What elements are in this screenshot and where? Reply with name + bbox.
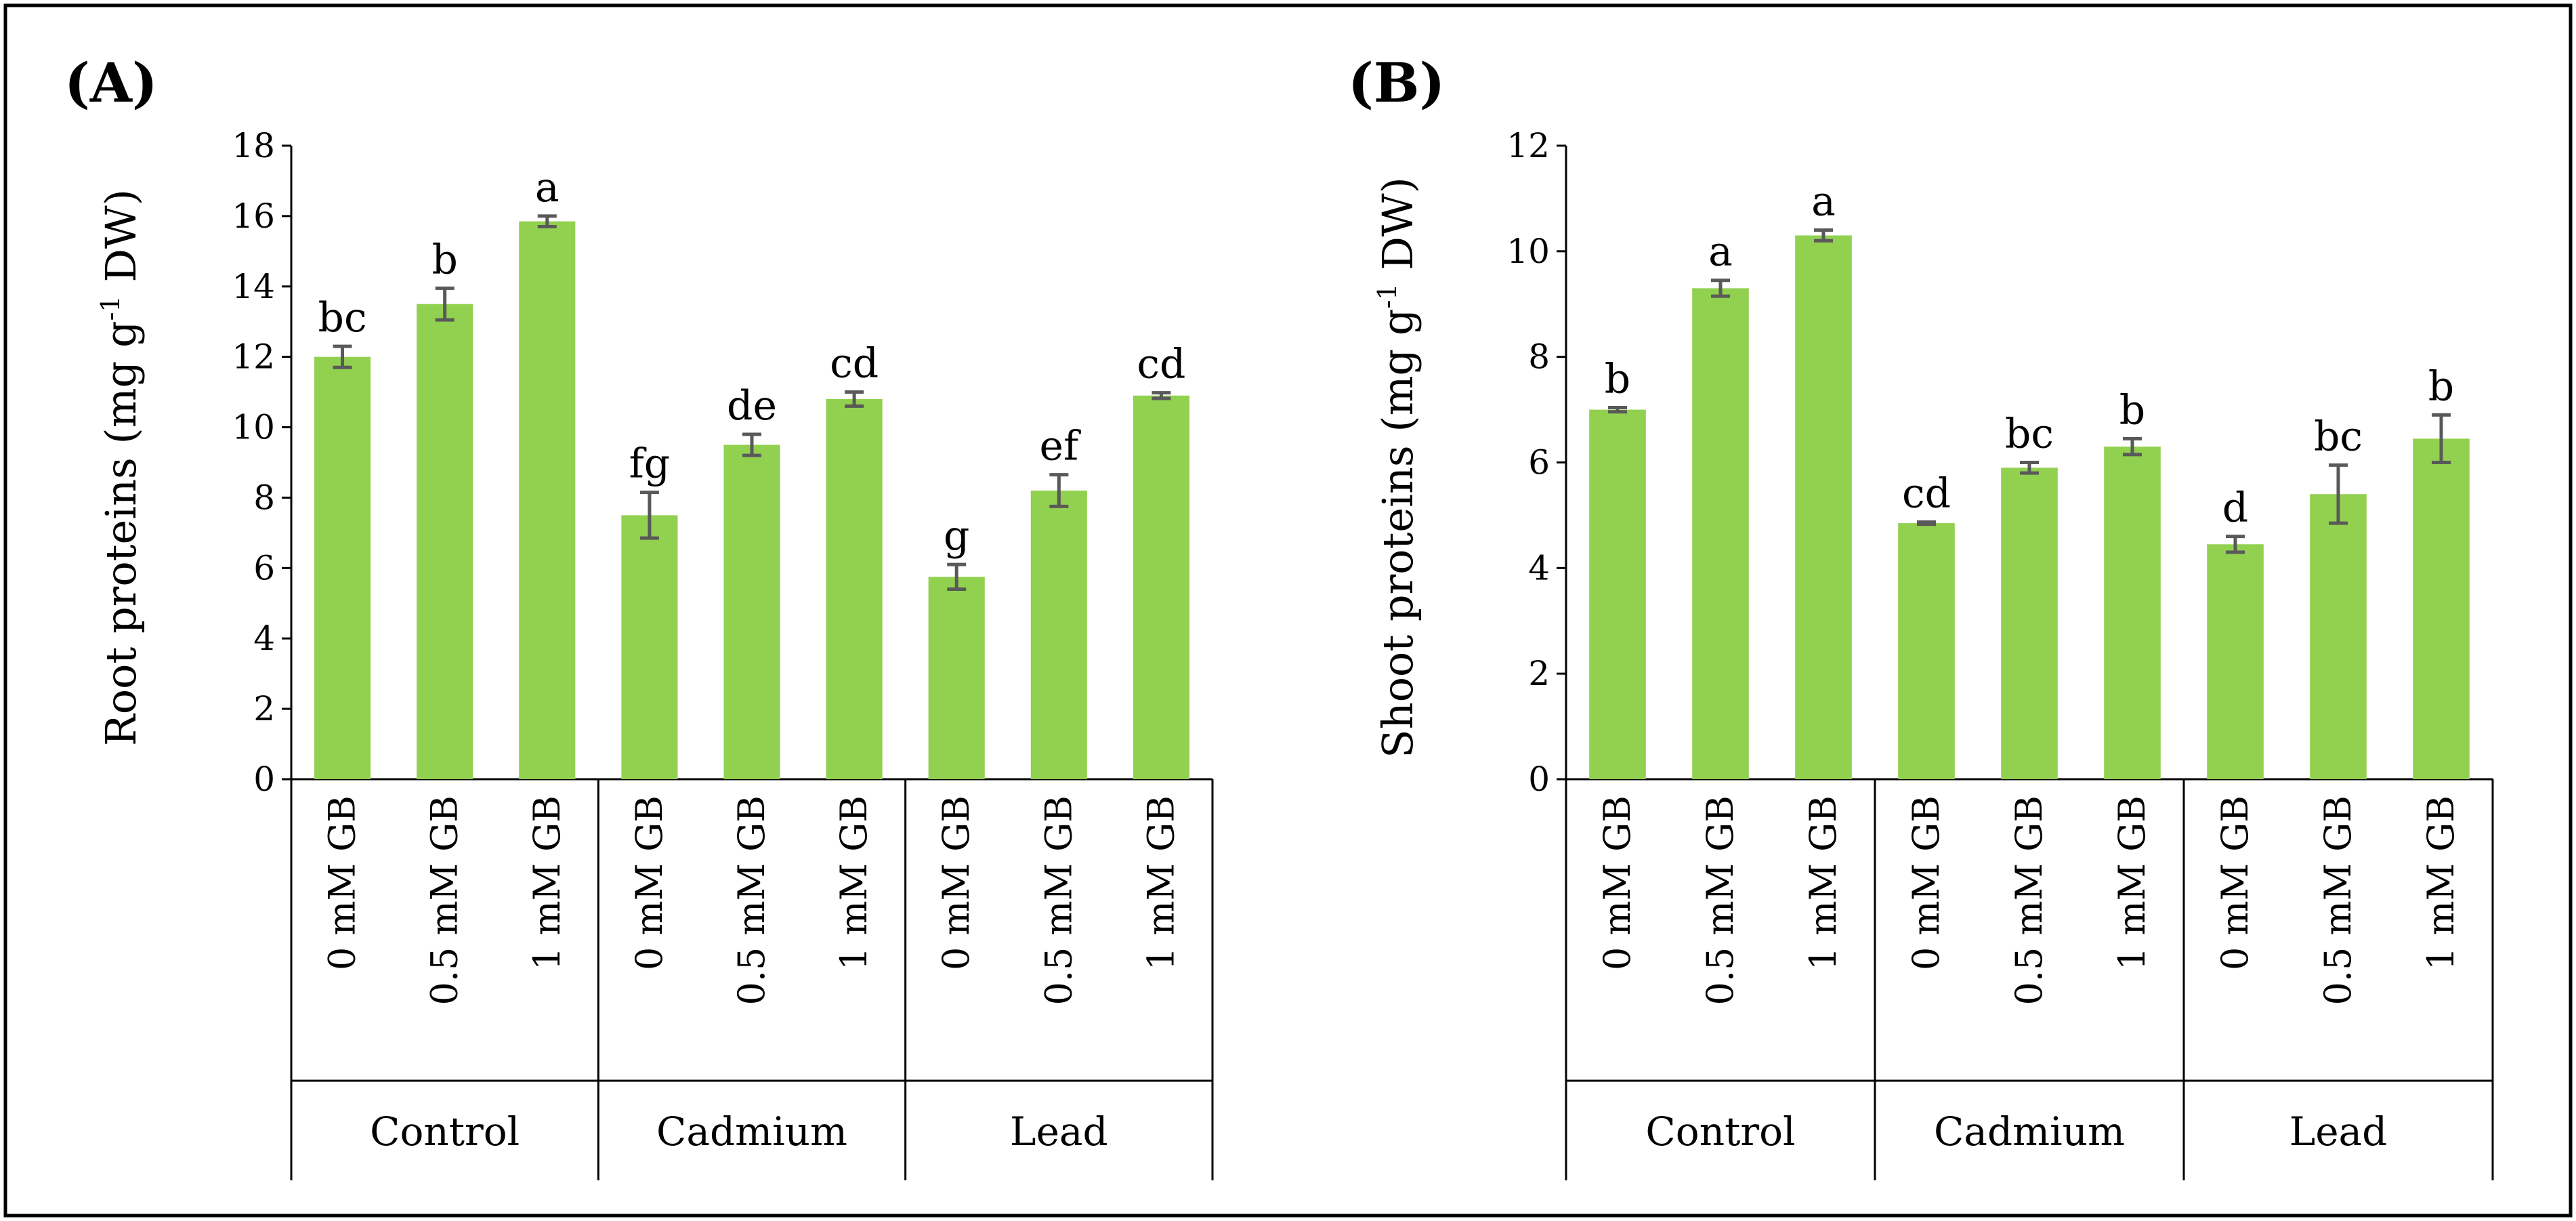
significance-letter: ef (1039, 423, 1081, 470)
y-tick-label: 0 (1528, 760, 1550, 799)
group-label: Cadmium (1934, 1109, 2125, 1155)
panel-b-y-axis-label: Shoot proteins (mg g-1 DW) (1372, 177, 1422, 758)
group-label: Lead (1010, 1109, 1108, 1155)
significance-letter: b (2119, 386, 2145, 434)
significance-letter: bc (318, 294, 367, 342)
y-tick-label: 4 (253, 619, 275, 658)
significance-letter: bc (2005, 411, 2054, 458)
y-tick-label: 18 (232, 126, 275, 165)
bar (1589, 409, 1646, 779)
bar (928, 577, 985, 779)
significance-letter: cd (830, 340, 879, 388)
panel-a-y-axis-label: Root proteins (mg g-1 DW) (96, 189, 146, 746)
x-tick-label: 0 mM GB (935, 795, 977, 970)
significance-letter: de (727, 382, 777, 430)
bar (826, 399, 883, 779)
y-tick-label: 12 (232, 337, 275, 377)
panel-b-label: (B) (1348, 51, 1445, 115)
panel-b: (B) Shoot proteins (mg g-1 DW) 0 2 4 6 8 10 12… (1348, 51, 2494, 1180)
bar (1692, 288, 1749, 779)
x-tick-label: 0.5 mM GB (423, 795, 466, 1006)
x-tick-label: 1 mM GB (2111, 795, 2153, 970)
figure-frame (3, 3, 2573, 1218)
bar (2001, 468, 2058, 779)
bar (2104, 447, 2161, 779)
significance-letter: a (1811, 178, 1836, 226)
x-tick-label: 1 mM GB (1139, 795, 1182, 970)
x-tick-label: 1 mM GB (832, 795, 875, 970)
bar (1133, 395, 1189, 779)
x-tick-label: 0.5 mM GB (2008, 795, 2050, 1006)
bar (1898, 523, 1955, 779)
y-tick-label: 16 (232, 196, 275, 236)
significance-letter: a (1708, 228, 1733, 276)
y-tick-label: 6 (1528, 443, 1550, 482)
y-tick-label: 10 (232, 408, 275, 447)
x-tick-label: 0.5 mM GB (730, 795, 773, 1006)
bar (2310, 494, 2367, 779)
y-tick-label: 0 (253, 760, 275, 799)
x-tick-label: 0 mM GB (321, 795, 364, 970)
significance-letter: b (431, 236, 457, 283)
bar (417, 304, 473, 779)
y-tick-label: 4 (1528, 548, 1550, 587)
y-tick-label: 2 (1528, 654, 1550, 693)
bar (1795, 235, 1852, 779)
x-tick-label: 1 mM GB (2420, 795, 2462, 970)
bar (621, 515, 678, 779)
y-tick-label: 14 (232, 267, 275, 306)
panel-a-label: (A) (64, 51, 158, 115)
panel-a-plot: 0 2 4 6 8 10 12 14 16 18 Control Cadmium Lead bc 0 mM … (232, 126, 1214, 1180)
bar (519, 221, 576, 779)
y-tick-label: 8 (253, 478, 275, 517)
group-label: Control (1645, 1109, 1795, 1155)
x-tick-label: 0.5 mM GB (1699, 795, 1741, 1006)
bar (1030, 491, 1087, 779)
panel-b-plot: 0 2 4 6 8 10 12 Control Cadmium Lead b 0 mM GB a 0.5 … (1506, 126, 2494, 1180)
y-tick-label: 6 (253, 548, 275, 587)
x-tick-label: 1 mM GB (526, 795, 568, 970)
bar (723, 444, 780, 779)
significance-letter: a (535, 164, 559, 211)
group-label: Cadmium (656, 1109, 847, 1155)
significance-letter: bc (2314, 413, 2363, 460)
panel-a: (A) Root proteins (mg g-1 DW) 0 2 4 6 8 10 12 1… (64, 51, 1214, 1180)
significance-letter: g (944, 512, 969, 560)
bar (2207, 544, 2264, 779)
x-tick-label: 0.5 mM GB (2317, 795, 2359, 1006)
significance-letter: b (1605, 355, 1630, 402)
y-tick-label: 8 (1528, 337, 1550, 377)
significance-letter: cd (1902, 470, 1951, 518)
bar (314, 356, 371, 779)
x-tick-label: 0 mM GB (628, 795, 671, 970)
group-label: Lead (2289, 1109, 2388, 1155)
y-tick-label: 12 (1506, 126, 1550, 165)
x-tick-label: 0.5 mM GB (1037, 795, 1080, 1006)
significance-letter: d (2222, 484, 2248, 532)
significance-letter: b (2428, 363, 2454, 410)
x-tick-label: 0 mM GB (1905, 795, 1947, 970)
group-label: Control (370, 1109, 520, 1155)
x-tick-label: 0 mM GB (1596, 795, 1639, 970)
x-tick-label: 0 mM GB (2214, 795, 2256, 970)
significance-letter: cd (1137, 341, 1185, 388)
x-tick-label: 1 mM GB (1802, 795, 1844, 970)
significance-letter: fg (629, 440, 671, 488)
y-tick-label: 10 (1506, 232, 1550, 271)
bar (2413, 438, 2470, 779)
y-tick-label: 2 (253, 689, 275, 728)
